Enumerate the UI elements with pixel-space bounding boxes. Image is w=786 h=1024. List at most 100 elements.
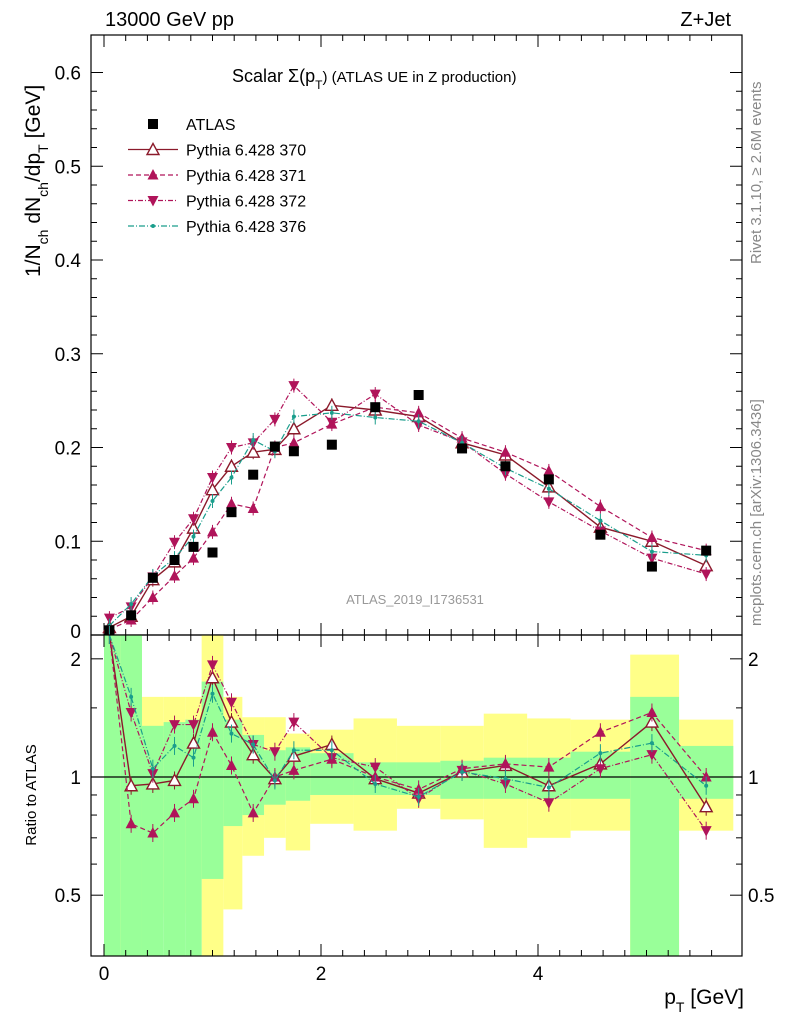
ratio-point-p371 [247,806,259,818]
legend-label-p376: Pythia 6.428 376 [186,219,306,236]
ratio-point-p372 [646,750,658,761]
main-point-p376 [229,475,234,480]
main-point-p371 [413,406,425,418]
ratio-point-p371 [188,792,200,804]
main-point-p371 [543,464,555,476]
ratio-point-p376 [503,776,508,781]
main-point-data [595,529,606,540]
main-point-p376 [251,438,256,442]
ratio-point-p371 [207,726,218,737]
ratio-point-p371 [225,759,237,770]
main-point-data [126,610,137,621]
main-point-p372 [225,443,237,454]
main-point-p376 [191,534,196,539]
main-point-p371 [188,552,200,563]
main-point-data [269,441,280,452]
ratio-point-p371 [700,771,712,782]
main-point-data [207,547,218,558]
main-ytick-label: 0.3 [55,345,81,366]
ratio-series-p376 [108,626,709,806]
legend-label-p370: Pythia 6.428 370 [186,143,306,160]
main-point-p376 [129,602,134,607]
legend-marker-p370 [145,142,161,156]
ratio-point-p371 [646,706,658,717]
ratio-point-p372 [225,697,237,709]
ratio-point-p376 [251,742,256,747]
ratio-point-p371 [288,764,300,775]
main-ytick-label: 0.2 [55,439,81,460]
main-point-data [169,555,180,565]
ratio-point-p376 [546,785,551,790]
main-point-p372 [188,514,200,525]
main-point-data [543,474,554,485]
ratio-point-p376 [129,694,134,699]
main-point-p371 [207,525,218,537]
legend-label-p371: Pythia 6.428 371 [186,168,306,185]
ratio-point-p371 [499,757,511,769]
ratio-point-p372 [169,720,181,731]
xtick-label: 2 [316,964,327,985]
ratio-ytick-label-left: 2 [70,650,81,671]
header-left: 13000 GeV pp [105,9,234,31]
xtick-label: 4 [533,964,544,985]
header-right: Z+Jet [680,9,731,31]
ratio-point-p372 [207,660,218,671]
ratio-point-p376 [598,751,603,756]
main-point-p371 [247,502,259,513]
main-point-p376 [373,415,378,420]
ratio-point-p372 [188,720,200,731]
xtick-label: 0 [99,964,110,985]
main-point-p376 [598,518,603,523]
ratio-band-inner [242,734,265,816]
xlabel: pT [GeV] [664,986,744,1015]
ratio-point-p376 [272,778,277,783]
ratio-band-inner [185,719,202,956]
analysis-watermark: ATLAS_2019_I1736531 [346,592,484,607]
ratio-series-p372 [108,626,712,840]
main-point-data [226,507,237,518]
ratio-point-p370 [644,714,660,728]
ratio-band-inner [223,719,243,827]
main-panel: Scalar Σ(pT) (ATLAS UE in Z production) … [55,34,743,643]
legend-label-p372: Pythia 6.428 372 [186,194,306,211]
main-point-data [188,541,199,552]
ratio-point-p371 [594,726,606,737]
main-point-p372 [369,389,381,401]
ratio-point-p370 [205,670,220,684]
ratio-point-p371 [543,761,555,772]
main-point-data [701,545,712,556]
main-point-p372 [326,417,338,429]
ratio-point-p370 [246,747,261,761]
ratio-band-inner [201,681,224,879]
ratio-point-p370 [698,799,714,813]
legend: ATLAS Pythia 6.428 370 Pythia 6.428 371 Pyt… [128,117,306,236]
ratio-point-p370 [145,776,161,790]
main-point-p376 [329,410,334,415]
ratio-ylabel: Ratio to ATLAS [23,744,40,845]
ratio-point-p371 [125,817,137,829]
ratio-ytick-label-right: 2 [748,650,759,671]
main-point-data [500,461,511,472]
ratio-point-p372 [125,707,137,719]
main-point-data [370,402,381,413]
ratio-band-inner [104,635,121,956]
ratio-point-p376 [460,769,465,774]
ratio-band-inner [120,635,142,956]
main-ticks: 0.1 0.2 0.3 0.4 0.5 0.6 0 [55,35,742,643]
ratio-point-p376 [229,731,234,736]
ratio-point-p370 [167,772,182,787]
ratio-band-inner [630,696,680,956]
main-ylabel: 1/Nch dNch/dpT [GeV] [22,85,51,277]
ratio-point-p376 [291,748,296,753]
main-point-p371 [499,446,511,457]
source-text: mcplots.cern.ch [arXiv:1306.3436] [748,399,765,626]
main-point-p376 [416,419,421,424]
ratio-point-p372 [288,717,300,729]
main-marks [102,378,714,637]
main-point-p371 [225,497,237,509]
main-point-data [457,443,468,454]
legend-marker-data [148,119,158,129]
main-ytick-label-zero: 0 [70,622,81,643]
ratio-point-p376 [172,743,177,748]
